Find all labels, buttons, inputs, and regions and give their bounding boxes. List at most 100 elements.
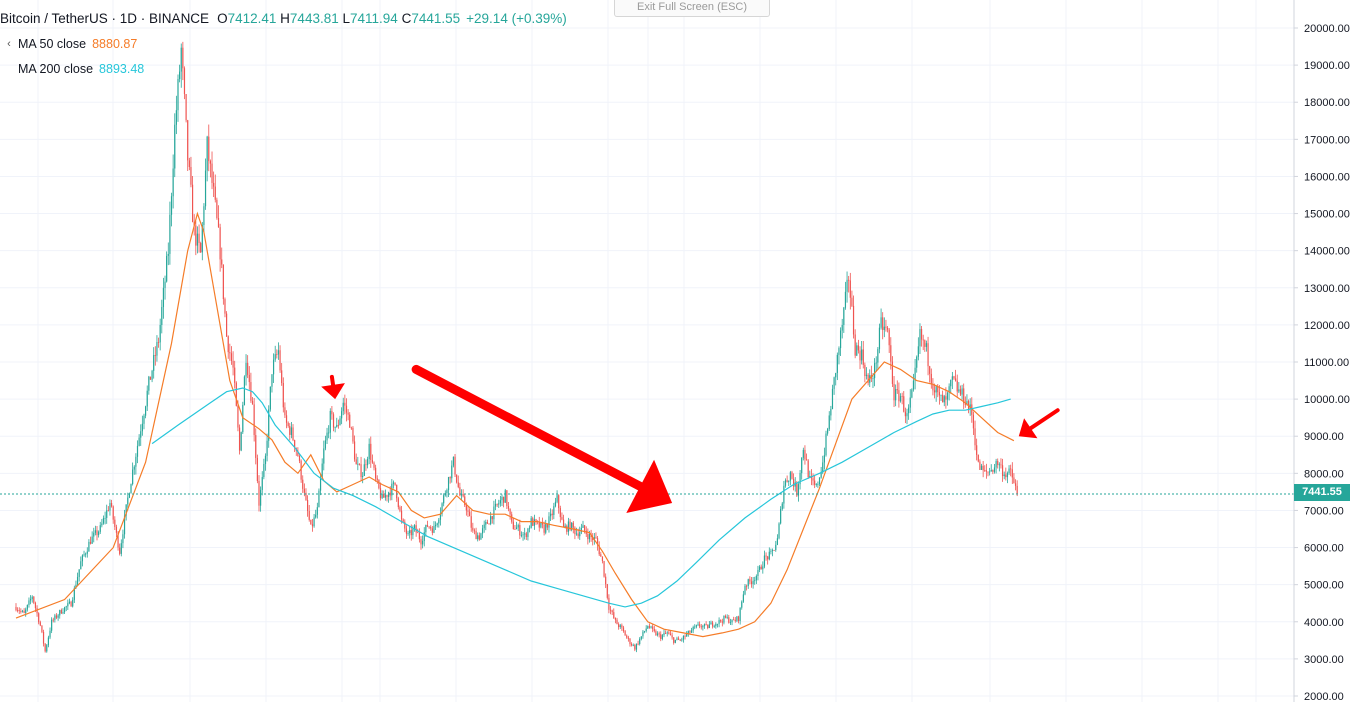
candle-body	[561, 517, 563, 520]
candle-body	[133, 466, 135, 470]
candle-body	[734, 619, 736, 621]
candle-body	[859, 350, 861, 361]
candle-body	[864, 364, 866, 377]
price-tick-label: 20000.00	[1304, 23, 1350, 35]
indicator-ma200[interactable]: MA 200 close 8893.48	[0, 56, 567, 81]
exit-fullscreen-button[interactable]: Exit Full Screen (ESC)	[614, 0, 770, 17]
candle-body	[323, 448, 325, 464]
candle-body	[925, 343, 928, 347]
ma50-label: MA 50 close	[18, 36, 87, 51]
candle-body	[554, 501, 557, 507]
candle-body	[15, 606, 17, 611]
candle-body	[378, 479, 380, 489]
candle-body	[462, 493, 464, 497]
candle-body	[966, 401, 968, 405]
candle-body	[993, 467, 996, 472]
candle-body	[801, 457, 803, 474]
candle-body	[812, 478, 814, 481]
candle-body	[38, 613, 40, 623]
price-tick-label: 15000.00	[1304, 209, 1350, 221]
candle-body	[112, 506, 114, 520]
candle-body	[383, 493, 385, 498]
candle-body	[924, 340, 926, 347]
candle-body	[608, 597, 610, 610]
candle-body	[963, 388, 965, 404]
candle-body	[441, 503, 443, 514]
candle-body	[188, 160, 190, 167]
candle-body	[213, 182, 215, 187]
candle-body	[305, 492, 307, 501]
candle-body	[896, 389, 898, 391]
candle-body	[217, 218, 220, 228]
candle-body	[959, 389, 962, 395]
candle-body	[51, 619, 53, 631]
candle-body	[238, 427, 241, 451]
candle-body	[750, 581, 753, 585]
candle-body	[83, 554, 85, 556]
candle-body	[606, 584, 608, 598]
candle-body	[96, 530, 98, 536]
candle-body	[47, 637, 49, 646]
candle-body	[436, 523, 438, 525]
candle-body	[1016, 485, 1018, 495]
candle-body	[885, 326, 887, 328]
candle-body	[464, 496, 466, 506]
candle-body	[44, 643, 46, 652]
candle-body	[786, 480, 788, 482]
candle-body	[982, 465, 984, 471]
candle-body	[371, 460, 373, 463]
indicator-ma50[interactable]: ‹ MA 50 close 8880.87	[0, 31, 567, 56]
candle-body	[577, 533, 579, 537]
candle-body	[776, 538, 778, 545]
candle-body	[274, 354, 276, 360]
candle-body	[562, 519, 565, 528]
candle-body	[601, 556, 604, 562]
candle-body	[132, 469, 134, 485]
candle-body	[34, 602, 37, 609]
candle-body	[632, 645, 634, 646]
price-tick-label: 17000.00	[1304, 134, 1350, 146]
candle-body	[206, 136, 208, 171]
collapse-chevron-icon[interactable]: ‹	[7, 37, 11, 50]
candle-body	[799, 473, 801, 485]
price-tick-label: 14000.00	[1304, 246, 1350, 258]
candle-body	[716, 623, 719, 625]
candle-body	[237, 405, 239, 428]
candle-body	[321, 463, 323, 479]
candle-body	[642, 631, 644, 637]
candle-body	[533, 519, 535, 526]
candle-body	[337, 424, 339, 426]
candle-body	[708, 624, 710, 629]
candle-body	[535, 519, 537, 522]
candle-body	[65, 606, 67, 608]
candle-body	[653, 628, 655, 632]
candle-body	[914, 367, 916, 381]
candle-body	[538, 521, 540, 528]
candle-body	[710, 622, 712, 625]
candle-body	[569, 521, 571, 530]
candle-body	[660, 634, 662, 639]
candle-body	[839, 330, 842, 349]
candle-body	[723, 616, 725, 623]
candle-body	[697, 624, 699, 626]
chart-legend: Bitcoin / TetherUS · 1D · BINANCE O7412.…	[0, 6, 567, 81]
candle-body	[303, 488, 305, 493]
candle-body	[164, 281, 166, 288]
candle-body	[93, 532, 95, 537]
price-axis[interactable]: 20000.00 19000.00 18000.00 17000.00 16000.00…	[1294, 23, 1350, 702]
candle-body	[767, 556, 769, 560]
candle-body	[741, 601, 743, 608]
candle-body	[720, 620, 722, 622]
candle-body	[187, 120, 189, 161]
candle-body	[1014, 483, 1017, 486]
candle-body	[434, 524, 437, 527]
candle-body	[758, 566, 761, 571]
candle-body	[796, 482, 798, 496]
candle-body	[52, 619, 54, 621]
candle-body	[979, 461, 981, 470]
candle-body	[927, 343, 929, 367]
candle-body	[399, 507, 401, 511]
candle-body	[302, 479, 304, 489]
candle-body	[558, 495, 560, 509]
